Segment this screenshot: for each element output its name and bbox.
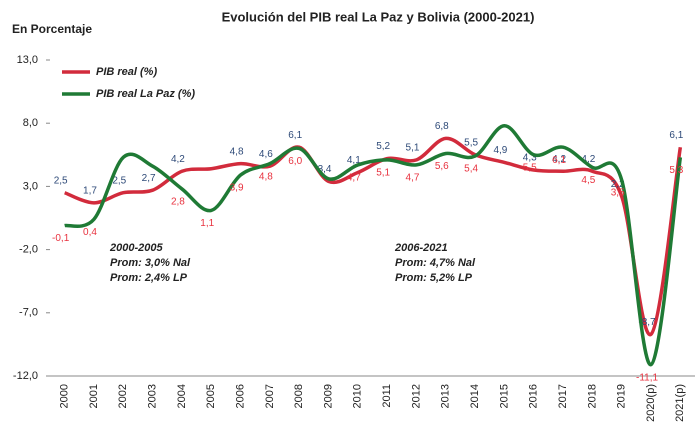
value-label: 4,3 (523, 153, 537, 164)
value-label: 5,4 (464, 164, 478, 175)
x-tick-label: 2020(p) (645, 384, 657, 422)
value-label: 3,9 (230, 183, 244, 194)
value-label: 3,5 (611, 188, 625, 199)
x-tick-label: 2006 (234, 384, 246, 408)
legend-label: PIB real (%) (96, 66, 157, 78)
value-label: 4,5 (581, 175, 595, 186)
annotation: Prom: 2,4% LP (110, 272, 188, 284)
value-label: 4,8 (230, 146, 244, 157)
y-tick-label: -2,0 (19, 244, 38, 256)
value-label: 6,8 (435, 121, 449, 132)
x-tick-label: 2009 (322, 384, 334, 408)
value-label: 4,2 (171, 154, 185, 165)
value-label: 6,0 (288, 156, 302, 167)
x-tick-label: 2012 (410, 384, 422, 408)
x-tick-label: 2013 (440, 384, 452, 408)
x-tick-label: 2007 (264, 384, 276, 408)
annotation: Prom: 4,7% Nal (395, 257, 476, 269)
y-tick-label: -7,0 (19, 307, 38, 319)
value-label: 3,4 (318, 164, 332, 175)
value-label: 4,8 (259, 171, 273, 182)
value-label: 6,1 (288, 130, 302, 141)
x-tick-label: 2000 (59, 384, 71, 408)
value-label: 6,1 (669, 130, 683, 141)
x-tick-label: 2021(p) (674, 384, 686, 422)
value-label: -0,1 (52, 233, 70, 244)
x-tick-label: 2002 (117, 384, 129, 408)
x-tick-label: 2001 (88, 384, 100, 408)
annotation: Prom: 5,2% LP (395, 272, 473, 284)
value-label: 4,7 (406, 173, 420, 184)
value-label: 4,9 (493, 145, 507, 156)
x-tick-label: 2005 (205, 384, 217, 408)
x-tick-label: 2008 (293, 384, 305, 408)
value-label: 2,5 (112, 175, 126, 186)
x-tick-label: 2004 (176, 384, 188, 408)
value-label: 5,1 (406, 142, 420, 153)
x-tick-label: 2015 (498, 384, 510, 408)
x-tick-label: 2011 (381, 384, 393, 408)
value-label: 2,7 (142, 173, 156, 184)
value-label: -8,7 (638, 317, 656, 328)
annotation: Prom: 3,0% Nal (110, 257, 191, 269)
y-axis-label: En Porcentaje (12, 22, 92, 36)
value-label: 1,7 (83, 185, 97, 196)
x-tick-label: 2014 (469, 384, 481, 408)
value-label: -11,1 (636, 372, 658, 383)
value-label: 4,2 (552, 154, 566, 165)
y-tick-label: -12,0 (13, 370, 38, 382)
value-label: 4,2 (581, 154, 595, 165)
value-label: 4,7 (347, 173, 361, 184)
value-label: 5,6 (435, 161, 449, 172)
value-label: 0,4 (83, 227, 97, 238)
x-tick-label: 2010 (352, 384, 364, 408)
y-tick-label: 13,0 (17, 54, 38, 66)
x-tick-label: 2003 (147, 384, 159, 408)
annotation: 2006-2021 (394, 242, 448, 254)
annotation: 2000-2005 (109, 242, 163, 254)
value-label: 5,3 (669, 165, 683, 176)
value-label: 5,2 (376, 141, 390, 152)
series-line (64, 123, 683, 367)
x-tick-label: 2019 (616, 384, 628, 408)
value-label: 2,8 (171, 197, 185, 208)
legend-label: PIB real La Paz (%) (96, 88, 195, 100)
value-label: 4,6 (259, 149, 273, 160)
y-tick-label: 3,0 (23, 180, 38, 192)
value-label: 4,1 (347, 155, 361, 166)
x-tick-label: 2017 (557, 384, 569, 408)
value-label: 5,5 (523, 162, 537, 173)
x-tick-label: 2016 (528, 384, 540, 408)
value-label: 2,5 (54, 175, 68, 186)
value-label: 6,1 (552, 155, 566, 166)
value-label: 5,1 (376, 167, 390, 178)
value-label: 1,1 (200, 218, 214, 229)
value-label: 2,2 (611, 179, 625, 190)
chart-title: Evolución del PIB real La Paz y Bolivia … (222, 9, 535, 24)
x-tick-label: 2018 (586, 384, 598, 408)
y-tick-label: 8,0 (23, 117, 38, 129)
value-label: 5,5 (464, 137, 478, 148)
